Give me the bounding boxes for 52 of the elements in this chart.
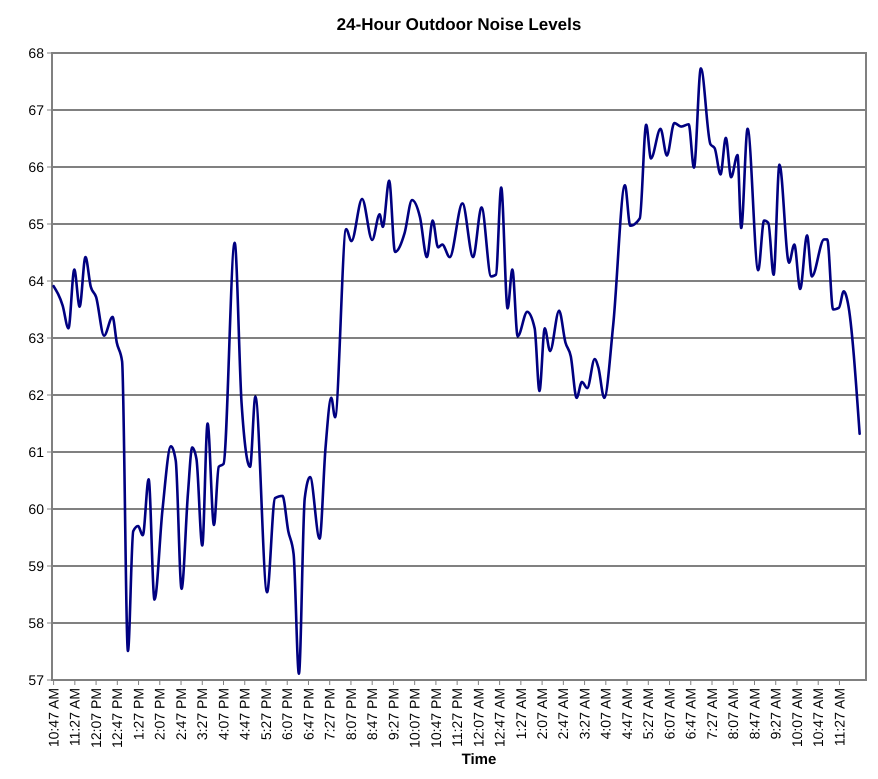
x-tick-label: 8:07 PM <box>342 688 359 740</box>
x-tick-label: 6:47 PM <box>300 688 316 740</box>
x-tick-label: 5:27 PM <box>258 688 274 740</box>
y-tick-label: 59 <box>28 558 44 574</box>
y-tick-label: 58 <box>28 614 44 631</box>
x-tick-label: 10:07 PM <box>406 688 423 748</box>
y-tick-label: 63 <box>28 330 44 346</box>
y-tick-label: 57 <box>28 672 44 688</box>
x-tick-label: 9:27 PM <box>385 688 402 740</box>
x-tick-label: 4:07 PM <box>215 688 232 740</box>
x-tick-label: 9:27 AM <box>768 688 784 740</box>
x-tick-label: 6:07 PM <box>279 688 296 740</box>
y-tick-label: 64 <box>28 272 44 289</box>
x-tick-label: 10:07 AM <box>788 688 805 748</box>
x-tick-label: 3:27 AM <box>576 688 592 740</box>
x-tick-label: 8:47 PM <box>364 688 380 740</box>
x-tick-label: 2:07 PM <box>152 688 168 740</box>
y-tick-label: 61 <box>28 444 44 460</box>
x-tick-label: 1:27 AM <box>512 688 529 740</box>
x-tick-label: 7:27 AM <box>704 688 720 740</box>
x-tick-label: 10:47 AM <box>45 688 62 748</box>
x-tick-label: 3:27 PM <box>194 688 210 740</box>
x-tick-label: 2:47 AM <box>555 688 572 740</box>
x-tick-label: 11:27 AM <box>66 688 83 746</box>
x-tick-label: 11:27 PM <box>449 688 466 747</box>
y-tick-label: 65 <box>28 216 44 232</box>
y-tick-label: 67 <box>28 102 44 118</box>
x-tick-label: 6:47 AM <box>682 688 699 740</box>
x-tick-label: 10:47 PM <box>428 688 444 748</box>
x-tick-label: 1:27 PM <box>130 688 146 740</box>
x-tick-label: 4:47 AM <box>618 688 635 740</box>
x-tick-label: 12:47 AM <box>492 688 508 748</box>
x-tick-label: 8:07 AM <box>725 688 742 740</box>
x-tick-label: 6:07 AM <box>661 688 678 740</box>
x-tick-label: 12:07 AM <box>470 688 486 748</box>
x-tick-label: 7:27 PM <box>322 688 338 740</box>
x-tick-label: 8:47 AM <box>746 688 762 740</box>
x-tick-label: 2:47 PM <box>172 688 189 740</box>
x-tick-label: 12:47 PM <box>109 688 126 748</box>
x-tick-label: 4:47 PM <box>236 688 253 740</box>
y-tick-label: 62 <box>28 386 44 403</box>
x-tick-label: 4:07 AM <box>598 688 614 740</box>
x-tick-label: 12:07 PM <box>88 688 104 748</box>
y-tick-label: 68 <box>28 44 44 61</box>
x-tick-label: 11:27 AM <box>831 688 848 746</box>
x-axis-title: Time <box>462 751 496 768</box>
chart-title: 24-Hour Outdoor Noise Levels <box>336 15 582 34</box>
x-tick-label: 10:47 AM <box>810 688 826 748</box>
x-tick-label: 5:27 AM <box>640 688 656 740</box>
y-tick-label: 66 <box>28 158 44 175</box>
y-tick-label: 60 <box>28 500 44 517</box>
x-tick-label: 2:07 AM <box>534 688 550 740</box>
